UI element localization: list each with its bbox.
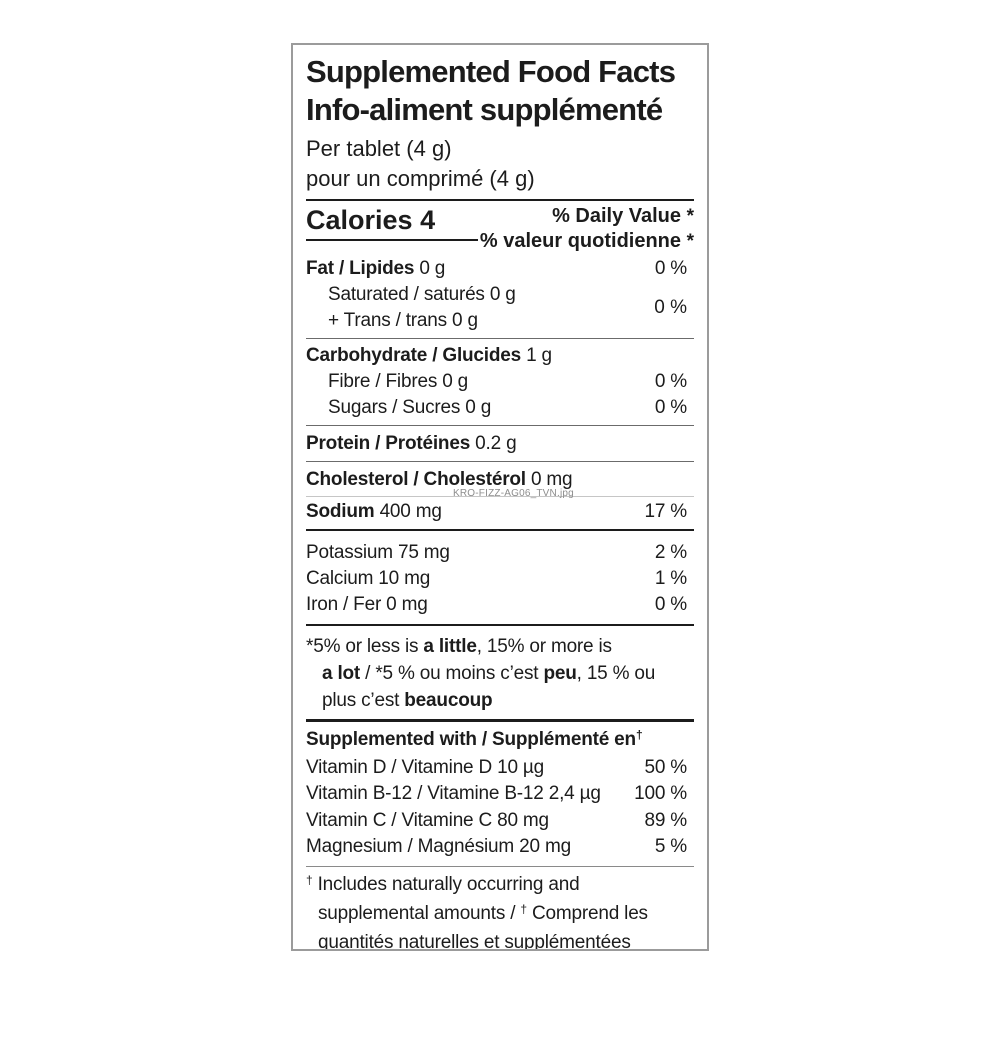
carbohydrate-label: Carbohydrate / Glucides 1 g: [306, 345, 552, 366]
daily-value-header: % Daily Value * % valeur quotidienne *: [480, 204, 694, 254]
rule-above-carbohydrate: [306, 338, 694, 339]
rule-above-protein: [306, 425, 694, 426]
calories-underline: [306, 239, 478, 241]
asterisk-glyph: *: [306, 636, 314, 657]
fat-dv: 0 %: [654, 258, 687, 279]
nutrient-row-calcium: Calcium 10 mg 1 %: [306, 566, 694, 592]
daily-value-footnote: *5% or less is a little, 15% or more is …: [306, 633, 694, 714]
dagger-note-line-3: quantités naturelles et supplémentées: [318, 932, 631, 951]
rule-above-sodium: [306, 496, 694, 497]
fibre-dv: 0 %: [654, 371, 687, 392]
supplemented-food-facts-panel: Supplemented Food Facts Info-aliment sup…: [291, 43, 709, 951]
nutrient-row-potassium: Potassium 75 mg 2 %: [306, 540, 694, 566]
calories-line: Calories 4: [306, 204, 478, 236]
footnote-line-1: *5% or less is a little, 15% or more is: [306, 636, 612, 657]
magnesium-dv: 5 %: [654, 836, 687, 857]
protein-label: Protein / Protéines 0.2 g: [306, 433, 517, 454]
panel-title-fr: Info-aliment supplémenté: [306, 92, 663, 127]
calcium-label: Calcium 10 mg: [306, 568, 431, 589]
nutrient-row-cholesterol: Cholesterol / Cholestérol 0 mg: [306, 467, 694, 493]
iron-dv: 0 %: [654, 594, 687, 615]
vitamin-d-label: Vitamin D / Vitamine D 10 µg: [306, 756, 545, 778]
footnote-line-3: plus c’est beaucoup: [322, 690, 493, 711]
trans-label: + Trans / trans 0 g: [328, 310, 478, 331]
nutrient-row-iron: Iron / Fer 0 mg 0 %: [306, 592, 694, 618]
supplement-row-vitamin-b12: Vitamin B-12 / Vitamine B-12 2,4 µg 100 …: [306, 781, 694, 808]
rule-above-dagger-note: [306, 865, 694, 867]
dagger-icon: †: [635, 727, 643, 742]
watermark-filename: KRO-FIZZ-AG06_TVN.jpg: [453, 488, 574, 499]
sodium-dv: 17 %: [644, 501, 687, 522]
fibre-label: Fibre / Fibres 0 g: [328, 371, 469, 392]
asterisk-glyph: *: [686, 231, 694, 252]
daily-value-header-fr: % valeur quotidienne *: [479, 230, 694, 252]
footnote-line-2: a lot / *5 % ou moins c’est peu, 15 % ou: [322, 663, 656, 684]
supplemented-with-header: Supplemented with / Supplémenté en†: [306, 727, 643, 750]
calories-block: Calories 4 % Daily Value * % valeur quot…: [306, 204, 694, 254]
nutrient-row-saturated-trans: Saturated / saturés 0 g + Trans / trans …: [306, 282, 694, 334]
fat-label: Fat / Lipides 0 g: [306, 258, 446, 279]
vitamin-d-dv: 50 %: [644, 756, 687, 778]
calories-left: Calories 4: [306, 204, 478, 254]
sugars-label: Sugars / Sucres 0 g: [328, 397, 492, 418]
asterisk-glyph: *: [686, 206, 694, 227]
serving-block: Per tablet (4 g) pour un comprimé (4 g): [306, 134, 694, 194]
nutrient-row-protein: Protein / Protéines 0.2 g: [306, 431, 694, 457]
cholesterol-label: Cholesterol / Cholestérol 0 mg: [306, 469, 573, 490]
daily-value-header-en: % Daily Value *: [552, 205, 694, 227]
dagger-icon: †: [520, 902, 527, 916]
potassium-label: Potassium 75 mg: [306, 542, 450, 563]
nutrient-row-sugars: Sugars / Sucres 0 g 0 %: [306, 395, 694, 421]
dagger-icon: †: [306, 873, 313, 887]
calories-value: 4: [420, 205, 436, 235]
potassium-dv: 2 %: [654, 542, 687, 563]
serving-size-en: Per tablet (4 g): [306, 136, 452, 161]
dagger-note-line-1: † Includes naturally occurring and: [306, 873, 580, 895]
sugars-dv: 0 %: [654, 397, 687, 418]
vitamin-b12-dv: 100 %: [634, 783, 687, 804]
calcium-dv: 1 %: [654, 568, 687, 589]
saturated-trans-lines: Saturated / saturés 0 g + Trans / trans …: [306, 282, 516, 334]
nutrient-row-sodium: Sodium 400 mg 17 %: [306, 499, 694, 525]
rule-above-cholesterol: [306, 461, 694, 462]
sodium-label: Sodium 400 mg: [306, 501, 442, 522]
supplement-row-vitamin-d: Vitamin D / Vitamine D 10 µg 50 %: [306, 755, 694, 782]
panel-title-en: Supplemented Food Facts: [306, 54, 676, 89]
iron-label: Iron / Fer 0 mg: [306, 594, 428, 615]
rule-above-supplemented: [306, 719, 694, 722]
nutrient-row-fat: Fat / Lipides 0 g 0 %: [306, 256, 694, 282]
dagger-footnote: † Includes naturally occurring and suppl…: [306, 871, 694, 951]
rule-top-of-calories: [306, 199, 694, 201]
vitamin-c-label: Vitamin C / Vitamine C 80 mg: [306, 809, 549, 831]
nutrient-row-fibre: Fibre / Fibres 0 g 0 %: [306, 369, 694, 395]
rule-above-footnote: [306, 624, 694, 626]
asterisk-glyph: *: [375, 663, 383, 684]
vitamin-c-dv: 89 %: [644, 809, 687, 831]
nutrient-row-carbohydrate: Carbohydrate / Glucides 1 g: [306, 343, 694, 369]
saturated-trans-dv: 0 %: [654, 297, 687, 318]
supplement-row-magnesium: Magnesium / Magnésium 20 mg 5 %: [306, 834, 694, 861]
magnesium-label: Magnesium / Magnésium 20 mg: [306, 836, 571, 857]
supplement-row-vitamin-c: Vitamin C / Vitamine C 80 mg 89 %: [306, 808, 694, 835]
dagger-note-line-2: supplemental amounts / † Comprend les: [318, 902, 648, 924]
saturated-label: Saturated / saturés 0 g: [328, 284, 516, 305]
calories-label: Calories: [306, 205, 413, 235]
serving-size-fr: pour un comprimé (4 g): [306, 166, 535, 191]
rule-below-sodium: [306, 529, 694, 531]
vitamin-b12-label: Vitamin B-12 / Vitamine B-12 2,4 µg: [306, 783, 601, 804]
